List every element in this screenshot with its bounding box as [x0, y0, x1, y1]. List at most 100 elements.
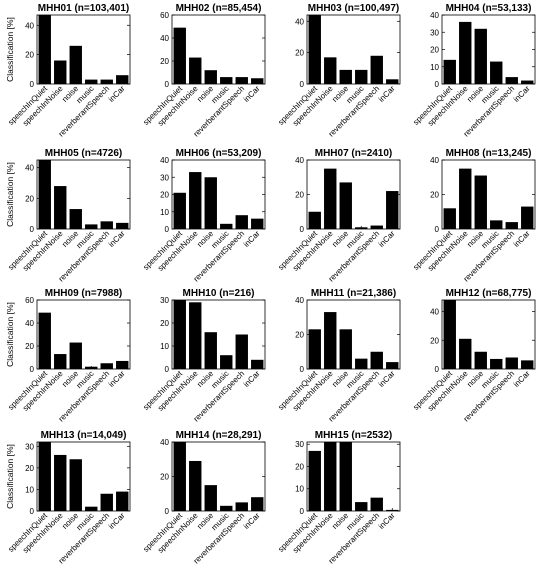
x-tick-label: inCar [107, 84, 127, 104]
bar-speechInQuiet [173, 27, 186, 84]
bar-reverberantSpeech [235, 334, 248, 369]
chart-title: MHH10 (n=216) [183, 288, 255, 299]
chart-panel-5: MHH05 (n=4726)Classification [%]02040spe… [5, 148, 131, 284]
y-tick-label: 10 [430, 63, 439, 72]
y-tick-label: 20 [160, 473, 169, 482]
chart-title: MHH03 (n=100,497) [308, 3, 399, 14]
bar-music [355, 502, 368, 511]
plot-frame [36, 441, 131, 512]
bar-noise [204, 332, 217, 369]
y-tick-label: 60 [25, 296, 34, 305]
bar-reverberantSpeech [370, 351, 383, 369]
bar-noise [339, 69, 352, 84]
bar-speechInQuiet [443, 208, 456, 229]
bar-reverberantSpeech [370, 55, 383, 84]
x-tick-label: inCar [512, 369, 532, 389]
y-tick-label: 20 [430, 336, 439, 345]
bar-inCar [251, 218, 264, 229]
chart-panel-4: MHH04 (n=53,133)010203040speechInQuietsp… [411, 3, 536, 139]
y-tick-label: 10 [160, 208, 169, 217]
bar-speechInNoise [459, 168, 472, 229]
y-tick-label: 0 [165, 507, 170, 516]
chart-panel-6: MHH06 (n=53,209)010203040speechInQuietsp… [141, 148, 266, 284]
x-tick-label: inCar [377, 84, 397, 104]
x-tick-label: inCar [377, 229, 397, 249]
x-tick-label: inCar [107, 229, 127, 249]
chart-panel-15: MHH15 (n=2532)0102030speechInQuietspeech… [276, 430, 401, 566]
y-tick-label: 0 [165, 225, 170, 234]
y-tick-label: 0 [435, 80, 440, 89]
bar-speechInNoise [324, 57, 337, 84]
chart-title: MHH11 (n=21,386) [311, 288, 396, 299]
plot-frame [306, 14, 401, 85]
chart-panel-14: MHH14 (n=28,291)02040speechInQuietspeech… [141, 430, 266, 566]
bar-noise [204, 177, 217, 229]
y-tick-label: 40 [25, 21, 34, 30]
y-tick-label: 40 [160, 34, 169, 43]
bar-noise [69, 342, 82, 369]
bar-speechInQuiet [443, 300, 456, 369]
y-tick-label: 20 [25, 194, 34, 203]
bar-noise [69, 45, 82, 84]
plot-frame [36, 159, 131, 230]
y-axis-label: Classification [%] [5, 17, 15, 82]
chart-panel-10: MHH10 (n=216)0102030speechInQuietspeechI… [141, 288, 266, 424]
y-axis-label: Classification [%] [5, 444, 15, 509]
bar-speechInQuiet [308, 211, 321, 229]
bar-inCar [116, 222, 129, 229]
bar-noise [474, 28, 487, 84]
x-tick-label: inCar [377, 511, 397, 531]
chart-panel-2: MHH02 (n=85,454)0204060speechInQuietspee… [141, 3, 266, 139]
y-axis-label: Classification [%] [5, 162, 15, 227]
bar-inCar [386, 191, 399, 229]
bar-music [220, 355, 233, 369]
bar-noise [339, 442, 352, 511]
bar-music [490, 220, 503, 229]
chart-title: MHH15 (n=2532) [315, 430, 393, 441]
plot-frame [171, 299, 266, 370]
x-tick-label: inCar [377, 369, 397, 389]
y-tick-label: 30 [160, 296, 169, 305]
x-tick-label: inCar [242, 84, 262, 104]
chart-panel-11: MHH11 (n=21,386)02040speechInQuietspeech… [276, 288, 401, 424]
bar-music [490, 61, 503, 84]
y-tick-label: 0 [435, 225, 440, 234]
chart-panel-7: MHH07 (n=2410)02040speechInQuietspeechIn… [276, 148, 401, 284]
y-tick-label: 40 [25, 164, 34, 173]
bar-speechInNoise [54, 186, 67, 229]
chart-panel-8: MHH08 (n=13,245)02040speechInQuietspeech… [411, 148, 536, 284]
plot-frame [306, 441, 401, 512]
chart-panel-9: MHH09 (n=7988)Classification [%]0204060s… [5, 288, 131, 424]
bar-speechInNoise [189, 460, 202, 511]
plot-frame [441, 14, 536, 85]
bar-noise [339, 182, 352, 229]
chart-title: MHH07 (n=2410) [315, 148, 393, 159]
bar-inCar [386, 362, 399, 369]
y-tick-label: 40 [295, 296, 304, 305]
bar-inCar [116, 75, 129, 84]
plot-frame [36, 299, 131, 370]
plot-frame [441, 299, 536, 370]
y-tick-label: 0 [300, 80, 305, 89]
y-tick-label: 0 [30, 225, 35, 234]
bar-inCar [116, 491, 129, 511]
bar-speechInQuiet [308, 15, 321, 84]
bar-inCar [251, 497, 264, 511]
bar-speechInQuiet [308, 450, 321, 511]
bar-inCar [521, 206, 534, 229]
y-tick-label: 20 [160, 191, 169, 200]
bar-speechInQuiet [38, 160, 51, 229]
bar-reverberantSpeech [505, 357, 518, 369]
y-tick-label: 10 [295, 485, 304, 494]
bar-speechInNoise [459, 21, 472, 84]
bar-noise [204, 485, 217, 511]
bar-speechInQuiet [173, 300, 186, 369]
chart-panel-1: MHH01 (n=103,401) Classification [%] 0 20 40… [5, 3, 131, 139]
bar-reverberantSpeech [100, 221, 113, 229]
bar-reverberantSpeech [505, 77, 518, 84]
chart-panel-13: MHH13 (n=14,049) Classification [%] 0 10 20 3… [5, 430, 131, 566]
y-axis-label: Classification [%] [5, 302, 15, 367]
bar-speechInQuiet [308, 329, 321, 369]
bar-speechInQuiet [38, 312, 51, 369]
